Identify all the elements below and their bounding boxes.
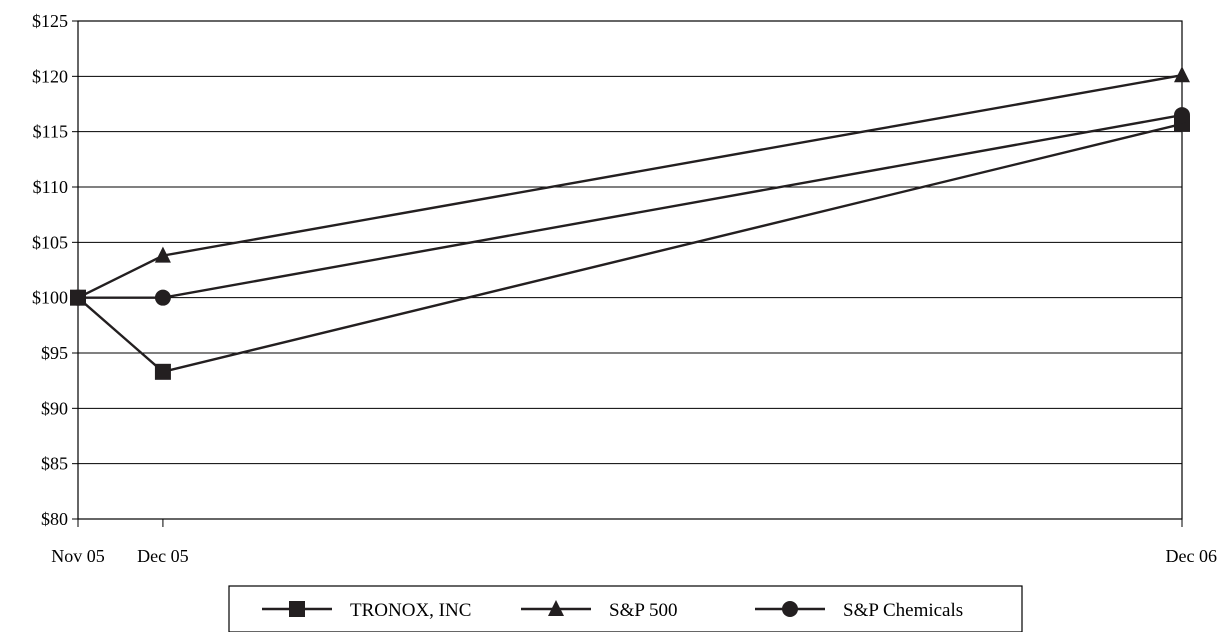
- y-tick-label: $80: [41, 509, 68, 529]
- y-tick-label: $90: [41, 398, 68, 418]
- legend-marker-square: [289, 601, 305, 617]
- y-tick-label: $125: [32, 11, 68, 31]
- y-tick-label: $95: [41, 343, 68, 363]
- legend-label: S&P 500: [609, 600, 677, 621]
- series-line: [77, 74, 1183, 299]
- data-point-triangle: [1174, 66, 1190, 83]
- series-line: [77, 122, 1183, 374]
- grid-lines: [72, 20, 1183, 527]
- legend-marker-circle: [782, 601, 798, 617]
- data-point-triangle: [154, 246, 171, 263]
- plot-area-frame: [77, 20, 1183, 520]
- legend-label: TRONOX, INC: [350, 600, 471, 621]
- series-lines: [70, 66, 1190, 380]
- y-tick-label: $105: [32, 232, 68, 252]
- y-axis-tick-labels: $80 $85 $90 $95 $100 $105 $110 $115 $120 $125: [32, 11, 68, 529]
- data-point-circle: [154, 289, 171, 306]
- data-point-circle: [1174, 107, 1190, 124]
- y-tick-label: $120: [32, 66, 68, 86]
- x-tick-label: Dec 05: [137, 546, 188, 566]
- x-tick-label: Nov 05: [51, 546, 105, 566]
- series-line: [78, 113, 1183, 299]
- x-tick-label: Dec 06: [1166, 546, 1217, 566]
- x-axis-tick-labels: Nov 05 Dec 05 Dec 06: [51, 546, 1217, 566]
- legend-box: [228, 585, 1023, 632]
- data-point-triangle: [70, 288, 86, 305]
- y-tick-label: $115: [33, 122, 68, 142]
- y-tick-label: $110: [33, 177, 68, 197]
- legend: TRONOX, INC S&P 500 S&P Chemicals: [228, 585, 1023, 632]
- data-point-square: [154, 363, 171, 380]
- y-tick-label: $85: [41, 454, 68, 474]
- legend-marker-triangle: [548, 600, 564, 616]
- y-tick-label: $100: [32, 288, 68, 308]
- legend-label: S&P Chemicals: [843, 600, 963, 621]
